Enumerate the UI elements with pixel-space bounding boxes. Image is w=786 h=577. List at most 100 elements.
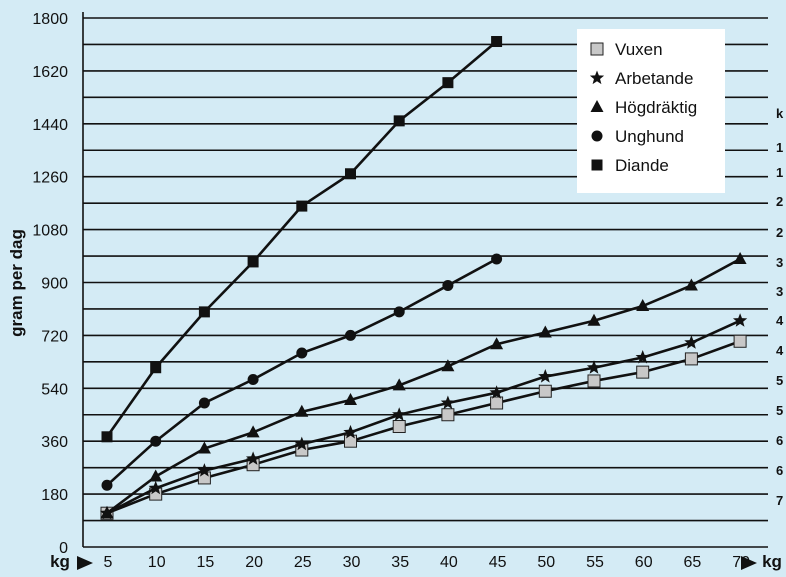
legend-label: Unghund xyxy=(615,127,684,146)
point-arbetande xyxy=(392,407,407,421)
right-axis-label: 4 xyxy=(776,343,784,358)
right-axis-label: 1 xyxy=(776,140,783,155)
y-tick-label: 360 xyxy=(41,434,68,451)
point-unghund xyxy=(345,329,356,341)
legend-label: Arbetande xyxy=(615,69,693,88)
series-line-arbetande xyxy=(106,319,741,515)
point-arbetande xyxy=(197,463,212,477)
x-tick-label: 40 xyxy=(440,554,458,571)
point-h-gdr-ktig xyxy=(392,378,406,391)
point-h-gdr-ktig xyxy=(490,337,504,350)
y-tick-label: 1260 xyxy=(32,170,68,187)
point-arbetande xyxy=(294,436,309,451)
legend-label: Vuxen xyxy=(615,40,663,59)
right-axis-label: k xyxy=(776,106,784,121)
point-h-gdr-ktig xyxy=(197,441,211,454)
point-arbetande xyxy=(538,369,553,383)
point-arbetande xyxy=(343,424,358,439)
point-arbetande xyxy=(732,313,748,327)
point-unghund xyxy=(247,373,259,385)
right-axis-label: 5 xyxy=(776,373,783,388)
right-axis-label: 3 xyxy=(776,284,783,299)
right-axis-label: 2 xyxy=(776,194,783,209)
point-arbetande xyxy=(586,360,602,374)
point-diande xyxy=(393,115,405,127)
x-unit-left-arrow xyxy=(77,556,93,570)
x-tick-label: 25 xyxy=(294,554,312,571)
point-h-gdr-ktig xyxy=(149,469,163,482)
legend-label: Högdräktig xyxy=(615,98,697,117)
legend-marker xyxy=(591,130,603,142)
series-line-h-gdr-ktig xyxy=(106,257,741,515)
point-unghund xyxy=(296,347,308,359)
point-vuxen xyxy=(538,384,552,398)
y-tick-label: 540 xyxy=(41,381,68,398)
point-arbetande xyxy=(148,480,163,495)
right-axis-label: 2 xyxy=(776,225,783,240)
legend-label: Diande xyxy=(615,156,669,175)
y-tick-label: 1800 xyxy=(32,11,68,28)
point-diande xyxy=(345,168,356,180)
right-axis-label: 5 xyxy=(776,403,783,418)
point-h-gdr-ktig xyxy=(636,299,650,312)
y-tick-label: 1440 xyxy=(32,117,68,134)
point-vuxen xyxy=(344,434,357,448)
legend-marker xyxy=(589,70,605,85)
point-diande xyxy=(101,431,113,443)
point-vuxen xyxy=(587,374,601,388)
point-arbetande xyxy=(684,335,699,349)
point-diande xyxy=(150,362,162,374)
point-h-gdr-ktig xyxy=(684,278,698,291)
legend-marker xyxy=(590,42,604,56)
point-h-gdr-ktig xyxy=(538,325,552,338)
y-tick-label: 900 xyxy=(41,276,68,293)
x-tick-label: 55 xyxy=(586,554,604,571)
x-tick-label: 45 xyxy=(489,554,507,571)
point-diande xyxy=(491,36,503,48)
point-arbetande xyxy=(635,349,650,364)
right-axis-label: 1 xyxy=(776,165,783,180)
point-vuxen xyxy=(392,420,406,434)
x-tick-label: 15 xyxy=(197,554,215,571)
point-vuxen xyxy=(441,408,455,422)
point-diande xyxy=(296,200,308,212)
point-unghund xyxy=(491,253,503,265)
x-tick-label: 20 xyxy=(245,554,263,571)
point-unghund xyxy=(393,306,405,318)
point-h-gdr-ktig xyxy=(344,393,357,406)
x-tick-label: 65 xyxy=(684,554,702,571)
x-tick-label: 30 xyxy=(343,554,361,571)
x-tick-label: 5 xyxy=(104,554,113,571)
point-unghund xyxy=(150,435,162,447)
point-diande xyxy=(247,256,259,268)
point-unghund xyxy=(198,397,210,409)
point-h-gdr-ktig xyxy=(295,404,309,417)
point-vuxen xyxy=(733,334,747,348)
x-tick-label: 60 xyxy=(635,554,653,571)
point-unghund xyxy=(442,279,454,291)
right-axis-label: 4 xyxy=(776,313,784,328)
y-tick-label: 0 xyxy=(59,540,68,557)
point-arbetande xyxy=(489,385,504,399)
y-tick-label: 180 xyxy=(41,487,68,504)
x-unit-right: kg xyxy=(762,552,782,571)
right-axis-label: 6 xyxy=(776,463,783,478)
series-line-vuxen xyxy=(106,340,741,515)
point-vuxen xyxy=(636,365,650,379)
x-unit-left: kg xyxy=(50,552,70,571)
point-h-gdr-ktig xyxy=(100,506,114,519)
y-axis-label: gram per dag xyxy=(7,229,26,337)
x-tick-label: 50 xyxy=(537,554,555,571)
point-h-gdr-ktig xyxy=(441,359,455,372)
point-arbetande xyxy=(440,395,456,410)
legend-marker xyxy=(591,159,603,171)
point-vuxen xyxy=(684,352,698,366)
x-tick-label: 10 xyxy=(148,554,166,571)
right-axis-label: 6 xyxy=(776,433,783,448)
y-tick-label: 720 xyxy=(41,328,68,345)
point-h-gdr-ktig xyxy=(733,251,747,264)
y-tick-label: 1080 xyxy=(32,223,68,240)
point-h-gdr-ktig xyxy=(587,313,601,326)
